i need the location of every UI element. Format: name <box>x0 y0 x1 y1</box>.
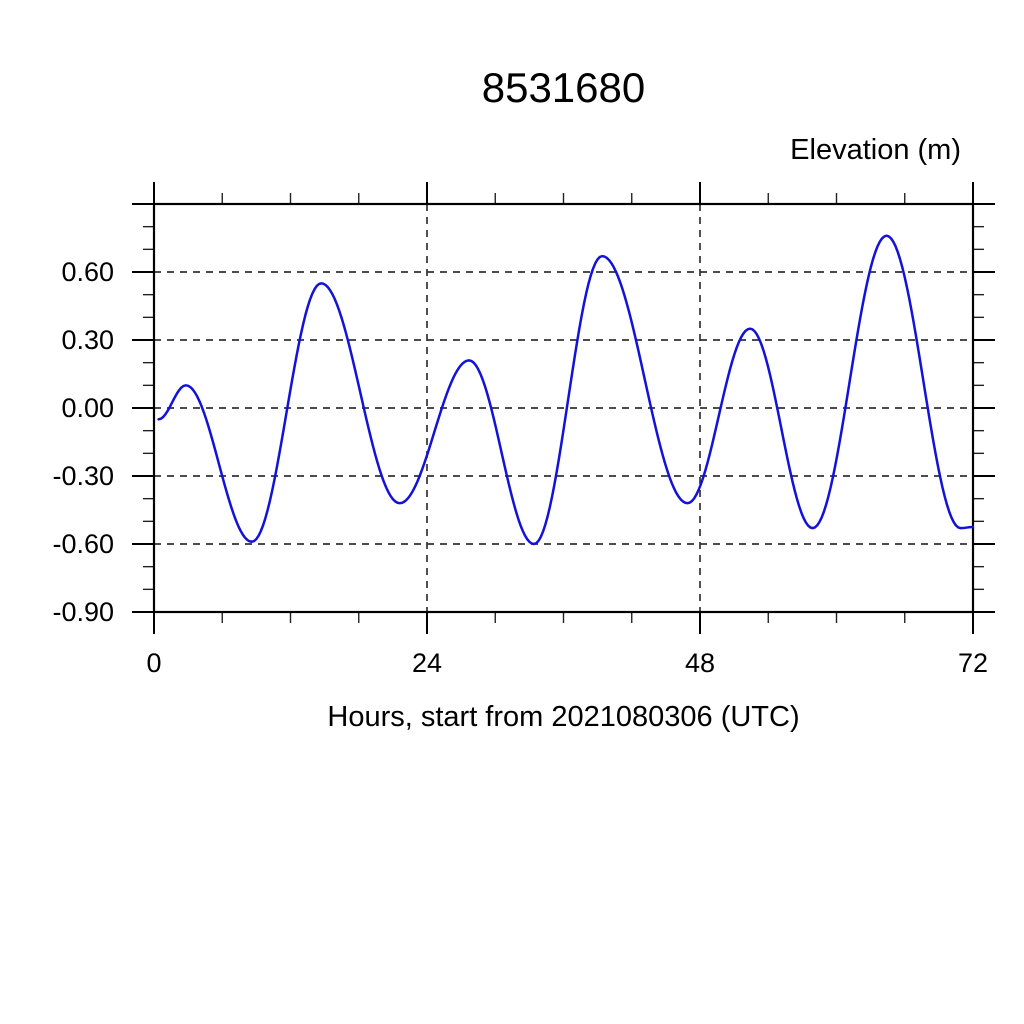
x-tick-label: 72 <box>957 648 989 678</box>
y-tick-label: -0.30 <box>52 461 114 491</box>
y-tick-label: 0.30 <box>61 325 114 355</box>
y-tick-label: 0.00 <box>61 393 114 423</box>
x-tick-label: 0 <box>146 648 162 678</box>
y-tick-label: 0.60 <box>61 257 114 287</box>
x-tick-label: 48 <box>684 648 716 678</box>
x-axis-label: Hours, start from 2021080306 (UTC) <box>327 701 800 733</box>
chart-title: 8531680 <box>481 64 646 111</box>
y-axis-title: Elevation (m) <box>790 134 961 166</box>
y-tick-label: -0.60 <box>52 529 114 559</box>
plot-frame <box>152 202 975 614</box>
x-tick-label: 24 <box>411 648 443 678</box>
elevation-curve <box>157 234 975 546</box>
y-tick-label: -0.90 <box>52 597 114 627</box>
